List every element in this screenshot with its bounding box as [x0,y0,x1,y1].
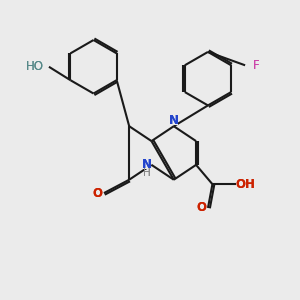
Text: H: H [143,168,151,178]
Text: HO: HO [26,60,44,73]
Text: N: N [142,158,152,171]
Text: F: F [253,59,260,72]
Text: O: O [92,187,102,200]
Text: N: N [169,114,179,128]
FancyBboxPatch shape [198,204,205,211]
Text: N: N [169,114,179,128]
Text: O: O [196,201,206,214]
FancyBboxPatch shape [94,190,101,197]
FancyBboxPatch shape [169,117,178,124]
FancyBboxPatch shape [253,61,260,69]
FancyBboxPatch shape [144,170,150,176]
Text: H: H [143,168,151,178]
Text: F: F [253,59,260,72]
FancyBboxPatch shape [238,181,252,188]
Text: OH: OH [235,178,255,191]
Text: O: O [92,187,102,200]
Text: O: O [196,201,206,214]
Text: N: N [142,158,152,171]
Text: OH: OH [235,178,255,191]
FancyBboxPatch shape [143,161,151,169]
Text: HO: HO [26,60,44,73]
FancyBboxPatch shape [27,63,43,70]
